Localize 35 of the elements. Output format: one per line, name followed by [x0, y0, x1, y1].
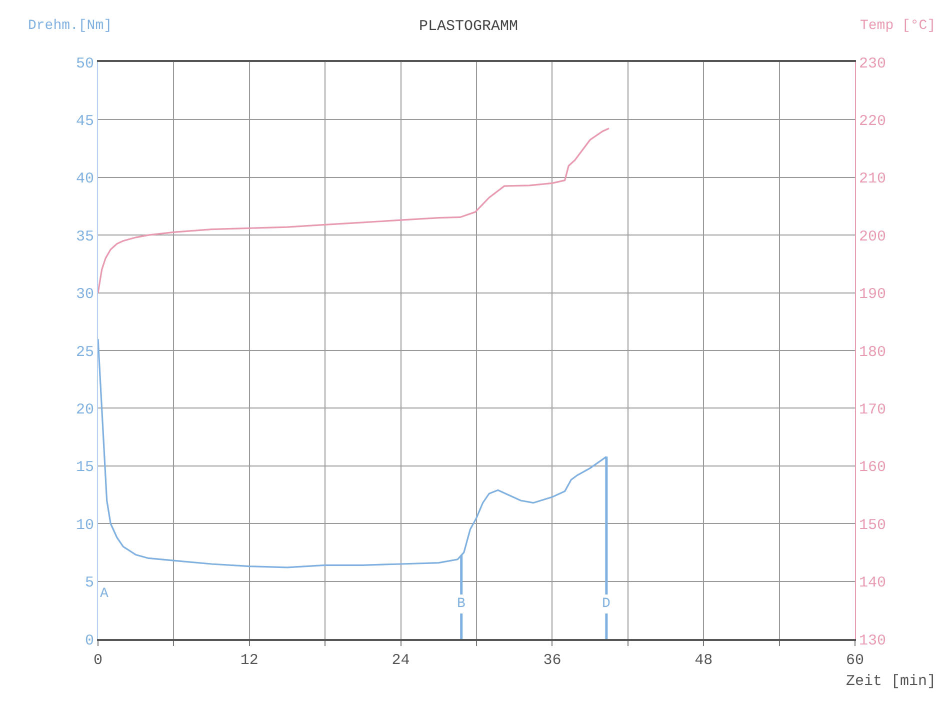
y-tick-label: 20 [76, 401, 94, 418]
y2-tick-label: 140 [859, 574, 886, 592]
y2-axis-title: Temp [°C] [860, 18, 936, 34]
y-tick-label: 45 [76, 112, 94, 130]
y-tick-label: 40 [76, 170, 94, 188]
y2-tick-label: 190 [859, 286, 886, 304]
y-tick-label: 25 [76, 344, 94, 361]
line-series [98, 128, 610, 294]
y-axis-title: Drehm.[Nm] [28, 18, 112, 34]
x-tick-label: 36 [543, 652, 562, 669]
y-tick-label: 15 [76, 459, 94, 476]
x-tick-label: 48 [694, 652, 713, 669]
y2-tick-label: 170 [859, 401, 886, 418]
y2-tick-label: 130 [859, 632, 886, 650]
y-tick-label: 10 [76, 516, 94, 534]
ref-line-label: D [602, 596, 610, 612]
annotation: A [100, 586, 109, 602]
y2-tick-label: 200 [859, 228, 886, 246]
y2-tick-label: 160 [859, 459, 886, 476]
y-tick-label: 0 [84, 632, 94, 650]
y2-tick-label: 220 [859, 112, 886, 130]
y2-tick-label: 150 [859, 516, 886, 534]
y-tick-label: 50 [76, 55, 94, 72]
x-tick-label: 24 [392, 652, 410, 669]
x-axis-title: Zeit [min] [846, 673, 936, 690]
x-tick-label: 60 [846, 652, 864, 669]
ref-line-label: B [457, 596, 466, 612]
y2-tick-label: 230 [859, 55, 886, 72]
y-tick-label: 35 [76, 228, 94, 246]
y-tick-label: 30 [76, 286, 94, 304]
x-tick-label: 12 [240, 652, 258, 669]
y2-tick-label: 210 [859, 170, 886, 188]
y2-tick-label: 180 [859, 344, 886, 361]
chart-title: PLASTOGRAMM [418, 18, 518, 36]
y-tick-label: 5 [84, 574, 94, 592]
